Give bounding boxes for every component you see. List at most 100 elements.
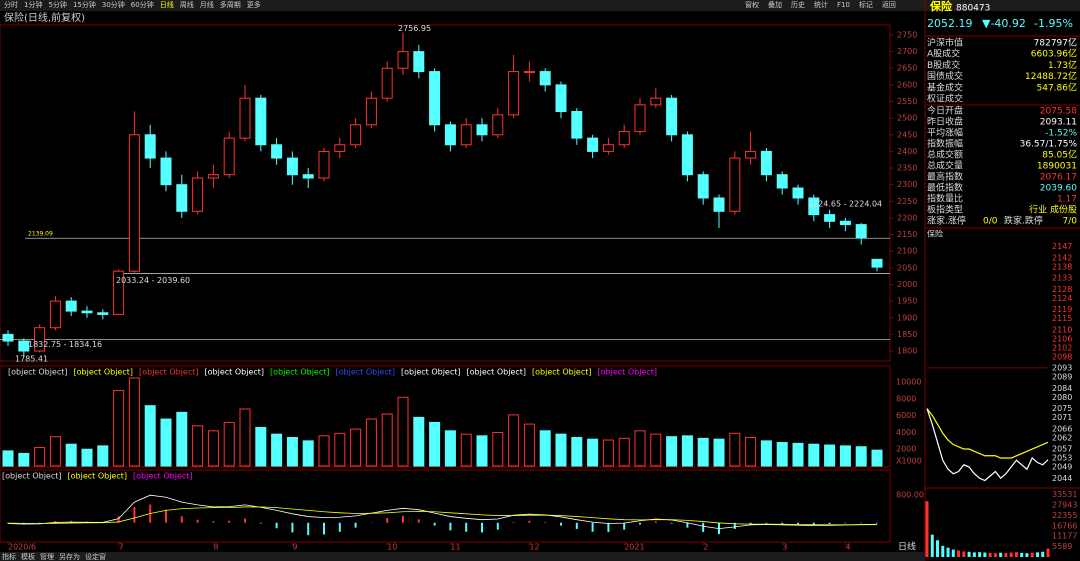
- toolbar-tab[interactable]: 5分钟: [48, 0, 66, 9]
- candle-body: [381, 67, 393, 99]
- toolbar-button[interactable]: 统计: [814, 0, 828, 9]
- volume-bar: [113, 390, 125, 467]
- y-tick-label: 2250: [897, 197, 917, 206]
- candle-body: [824, 214, 836, 222]
- y-tick-label: 2600: [897, 80, 917, 89]
- row-value: 547.86亿: [1037, 81, 1078, 93]
- candle-body: [587, 137, 599, 152]
- toolbar-tab[interactable]: 日线: [160, 0, 174, 9]
- x-tick-label: 11: [450, 543, 460, 552]
- row-label: 权证成交: [927, 93, 963, 105]
- footer-tab[interactable]: 指标: [2, 552, 16, 561]
- candle-body: [271, 144, 283, 159]
- y-tick-label: 2450: [897, 130, 917, 139]
- footer-tab[interactable]: 管理: [40, 552, 54, 561]
- y-tick-label: 22355: [1052, 511, 1077, 520]
- footer-tab[interactable]: 设定窗: [85, 552, 106, 561]
- macd-panel: [0, 469, 891, 543]
- candle-body: [634, 104, 646, 132]
- y-tick-label: 1950: [897, 297, 917, 306]
- candle-body: [839, 220, 851, 226]
- volume-bar: [18, 452, 30, 467]
- toolbar-tab[interactable]: 15分钟: [73, 0, 96, 9]
- indicator: [object Object]: [74, 368, 134, 377]
- row-label: 最高指数: [927, 171, 963, 183]
- intraday-volume: [1041, 551, 1045, 557]
- intraday-volume: [941, 545, 945, 557]
- quote-change: ▼-40.92: [982, 17, 1026, 30]
- volume-panel: [0, 365, 891, 468]
- volume-bar: [618, 437, 630, 467]
- intraday-volume: [925, 501, 929, 557]
- indicator: [object Object]: [401, 368, 461, 377]
- toolbar-tab[interactable]: 更多: [247, 0, 261, 9]
- toolbar-tab[interactable]: 月线: [200, 0, 214, 9]
- candle-body: [681, 134, 693, 176]
- candle-body: [855, 224, 867, 239]
- period-label: 日线: [898, 541, 916, 553]
- y-tick-label: 2089: [1052, 373, 1072, 382]
- y-tick-label: 2050: [897, 263, 917, 272]
- toolbar-tab[interactable]: 60分钟: [131, 0, 154, 9]
- intraday-volume: [993, 553, 997, 557]
- volume-bar: [365, 418, 377, 467]
- toolbar-tab[interactable]: 周线: [180, 0, 194, 9]
- y-tick-label: 2049: [1052, 463, 1072, 472]
- intraday-volume: [1025, 553, 1029, 557]
- intraday-volume: [1046, 548, 1050, 557]
- row-value: 782797亿: [1034, 37, 1077, 49]
- row-value: 1.17: [1057, 195, 1077, 205]
- toolbar-button[interactable]: 返回: [882, 1, 896, 9]
- row-label: 总成交量: [927, 160, 963, 172]
- row-value: 2076.17: [1040, 173, 1077, 183]
- volume-bar: [508, 414, 520, 467]
- intraday-volume: [1004, 553, 1008, 557]
- volume-unit: X1000: [896, 457, 922, 466]
- row-label: B股成交: [927, 59, 960, 71]
- y-tick-label: 8000: [896, 394, 916, 403]
- row-label: 基金成交: [927, 81, 963, 93]
- toolbar-button[interactable]: 标记: [859, 0, 873, 9]
- intraday-volume: [983, 552, 987, 557]
- volume-bar: [65, 443, 77, 467]
- indicator: [object Object]: [8, 368, 68, 377]
- indicator: [object Object]: [467, 368, 527, 377]
- toolbar-tab[interactable]: 30分钟: [102, 0, 125, 9]
- toolbar-tab[interactable]: 1分钟: [24, 0, 42, 9]
- candle-body: [760, 150, 772, 176]
- candle-body: [239, 97, 251, 139]
- candle-body: [97, 312, 109, 315]
- toolbar-button[interactable]: 叠加: [768, 0, 782, 9]
- footer-tab[interactable]: 另存为: [59, 552, 80, 561]
- row-value: 2039.60: [1040, 184, 1077, 194]
- footer-tab[interactable]: 模板: [21, 552, 35, 561]
- toolbar-tab[interactable]: 分时: [4, 0, 18, 9]
- intraday-volume: [1020, 552, 1024, 557]
- volume-bar: [302, 440, 314, 467]
- y-tick-label: 2044: [1052, 474, 1072, 483]
- annotation: 2756.95: [398, 24, 431, 33]
- candle-body: [413, 51, 425, 73]
- intraday-volume: [988, 552, 992, 557]
- toolbar-tab[interactable]: 多周期: [220, 0, 241, 9]
- candle-body: [160, 157, 172, 186]
- candle-body: [255, 97, 267, 146]
- intraday-volume: [972, 552, 976, 557]
- volume-bar: [271, 433, 283, 467]
- candle-body: [776, 174, 788, 189]
- toolbar-button[interactable]: 历史: [791, 0, 805, 9]
- volume-bar: [444, 430, 456, 467]
- y-tick-label: 5589: [1052, 542, 1072, 551]
- y-tick-label: 2147: [1052, 242, 1072, 251]
- volume-bar: [2, 450, 14, 467]
- y-tick-label: 2062: [1052, 433, 1072, 442]
- row-label: 平均涨幅: [927, 127, 963, 139]
- candle-body: [745, 150, 757, 159]
- candle-body: [365, 97, 377, 126]
- toolbar-button[interactable]: F10: [837, 1, 850, 9]
- toolbar-button[interactable]: 窗权: [745, 0, 759, 9]
- candle-body: [302, 174, 314, 179]
- y-tick-label: 4000: [896, 428, 916, 437]
- volume-bar: [760, 440, 772, 467]
- volume-bar: [855, 446, 867, 467]
